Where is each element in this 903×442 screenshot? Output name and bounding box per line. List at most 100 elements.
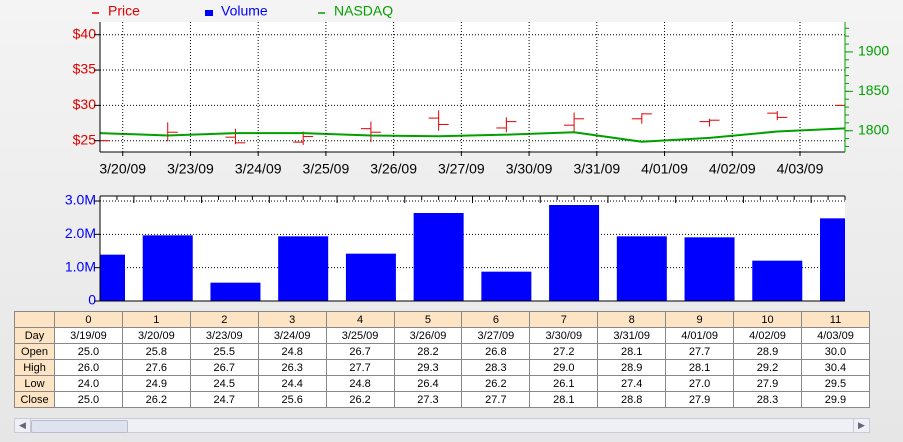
scroll-left[interactable]: ◀ [15, 419, 31, 432]
x-tick-label: 3/31/09 [573, 161, 620, 177]
scroll-thumb[interactable] [31, 420, 128, 433]
header-cell: 5 [393, 311, 463, 328]
cell: 3/26/09 [393, 327, 463, 344]
legend-label: Price [108, 3, 140, 19]
table-row: 0 1 2 3 4 5 6 7 8 9 10 11 [14, 311, 871, 328]
cell: 27.6 [121, 359, 191, 376]
cell: 24.8 [325, 375, 395, 392]
cell: 25.8 [121, 343, 191, 360]
cell: 29.9 [800, 391, 871, 408]
cell: 27.3 [393, 391, 463, 408]
header-cell: 3 [257, 311, 327, 328]
x-tick-label: 4/03/09 [777, 161, 824, 177]
volume-bar [752, 260, 803, 301]
cell: 25.5 [189, 343, 259, 360]
cell: 4/03/09 [800, 327, 871, 344]
header-cell: 8 [597, 311, 667, 328]
cell: 25.0 [54, 343, 123, 360]
nasdaq-line [100, 127, 845, 143]
cell: 27.2 [529, 343, 599, 360]
cell: 24.8 [257, 343, 327, 360]
cell: 4/01/09 [665, 327, 735, 344]
cell: 26.2 [121, 391, 191, 408]
y-tick-label: $25 [73, 131, 97, 147]
volume-bar [549, 205, 600, 301]
cell: 29.5 [800, 375, 871, 392]
table-row: Day 3/19/09 3/20/09 3/23/09 3/24/09 3/25/09 3/… [14, 327, 871, 344]
scroll-right[interactable]: ▶ [853, 419, 869, 432]
cell: 30.0 [800, 343, 871, 360]
header-cell: Low [14, 375, 55, 392]
cell: 26.4 [393, 375, 463, 392]
cell: 28.9 [597, 359, 667, 376]
y-tick-label: $35 [73, 61, 97, 77]
cell: 29.0 [529, 359, 599, 376]
volume-bar [345, 253, 396, 301]
header-cell: 0 [54, 311, 123, 328]
cell: 27.0 [665, 375, 735, 392]
header-cell: High [14, 359, 55, 376]
y2-tick-label: 1850 [858, 82, 889, 98]
x-tick-label: 4/02/09 [709, 161, 756, 177]
cell: 3/20/09 [121, 327, 191, 344]
cell: 28.1 [597, 343, 667, 360]
cell: 26.3 [257, 359, 327, 376]
data-table: 0 1 2 3 4 5 6 7 8 9 10 11 Day 3/19/09 3/20/09 3/23/09 3/… [14, 311, 871, 408]
cell: 28.3 [461, 359, 531, 376]
cell: 27.9 [733, 375, 802, 392]
cell: 28.3 [733, 391, 802, 408]
volume-bar [413, 213, 464, 301]
cell: 27.7 [665, 343, 735, 360]
cell: 3/27/09 [461, 327, 531, 344]
cell: 26.2 [461, 375, 531, 392]
table-row: High 26.0 27.6 26.7 26.3 27.7 29.3 28.3 29.0 28.9… [14, 359, 871, 376]
volume-bar [481, 271, 532, 301]
cell: 26.7 [325, 343, 395, 360]
cell: 27.7 [325, 359, 395, 376]
cell: 28.1 [665, 359, 735, 376]
cell: 3/23/09 [189, 327, 259, 344]
cell: 25.6 [257, 391, 327, 408]
header-cell: 1 [121, 311, 191, 328]
table-row: Low 24.0 24.9 24.5 24.4 24.8 26.4 26.2 26.1 27.4 2… [14, 375, 871, 392]
cell: 27.9 [665, 391, 735, 408]
cell: 27.4 [597, 375, 667, 392]
cell: 28.8 [597, 391, 667, 408]
cell: 28.2 [393, 343, 463, 360]
header-cell: 9 [665, 311, 735, 328]
volume-bar [820, 218, 845, 301]
y-tick-label: 2.0M [65, 225, 96, 241]
x-tick-label: 3/27/09 [438, 161, 485, 177]
legend-label: NASDAQ [334, 3, 393, 19]
x-tick-label: 3/25/09 [303, 161, 350, 177]
cell: 3/19/09 [54, 327, 123, 344]
cell: 27.7 [461, 391, 531, 408]
cell: 3/31/09 [597, 327, 667, 344]
y2-tick-label: 1900 [858, 43, 889, 59]
table-row: Close 25.0 26.2 24.7 25.6 26.2 27.3 27.7 28.1 28.… [14, 391, 871, 408]
cell: 30.4 [800, 359, 871, 376]
cell: 25.0 [54, 391, 123, 408]
header-cell: Day [14, 327, 55, 344]
cell: 26.2 [325, 391, 395, 408]
x-tick-label: 3/26/09 [370, 161, 417, 177]
y-tick-label: 1.0M [65, 258, 96, 274]
volume-bar [100, 254, 125, 301]
cell: 24.0 [54, 375, 123, 392]
horizontal-scrollbar[interactable]: ◀ ▶ [14, 418, 870, 433]
header-cell: Open [14, 343, 55, 360]
header-cell: 6 [461, 311, 531, 328]
cell: 26.7 [189, 359, 259, 376]
cell: 24.7 [189, 391, 259, 408]
x-tick-label: 3/30/09 [506, 161, 553, 177]
cell: 24.4 [257, 375, 327, 392]
cell: 28.9 [733, 343, 802, 360]
y-tick-label: 0 [88, 292, 96, 308]
cell: 3/24/09 [257, 327, 327, 344]
volume-bar [684, 237, 735, 301]
header-cell: Close [14, 391, 55, 408]
y-tick-label: 3.0M [65, 192, 96, 208]
cell: 24.9 [121, 375, 191, 392]
cell: 3/30/09 [529, 327, 599, 344]
header-cell: 11 [800, 311, 871, 328]
